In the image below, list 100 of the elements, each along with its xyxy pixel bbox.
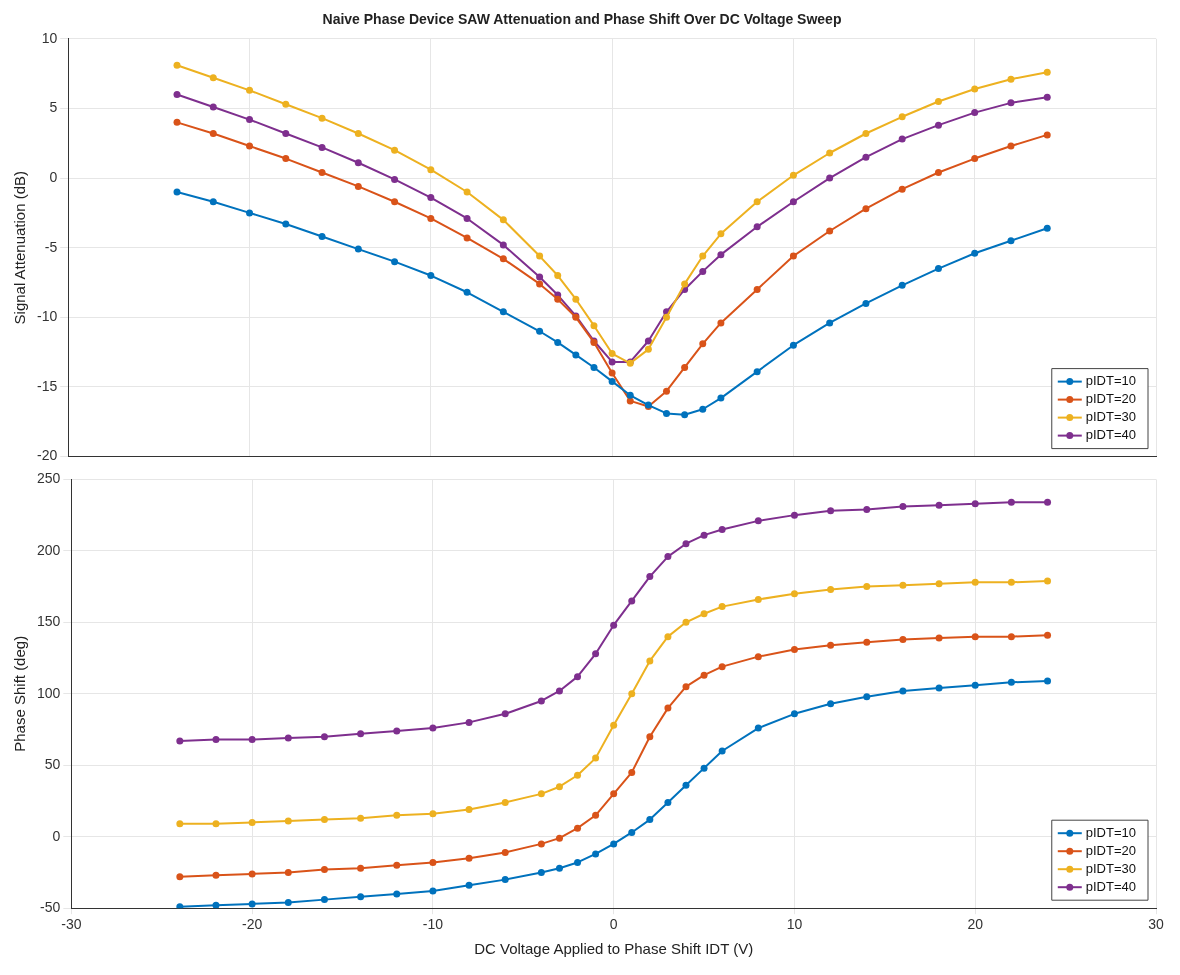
point bbox=[246, 209, 254, 217]
point bbox=[176, 873, 184, 881]
point bbox=[248, 818, 256, 826]
point bbox=[626, 391, 634, 399]
point bbox=[212, 820, 220, 828]
point bbox=[248, 736, 256, 744]
point bbox=[753, 223, 761, 231]
point bbox=[212, 901, 220, 909]
point bbox=[663, 313, 671, 321]
point bbox=[699, 252, 707, 260]
point bbox=[465, 718, 473, 726]
point bbox=[1007, 99, 1015, 107]
legend-label: pIDT=20 bbox=[1085, 842, 1137, 858]
point bbox=[1044, 577, 1052, 585]
point bbox=[465, 881, 473, 889]
point bbox=[700, 610, 708, 618]
point bbox=[465, 854, 473, 862]
point bbox=[427, 272, 435, 280]
point bbox=[682, 781, 690, 789]
point bbox=[827, 585, 835, 593]
point bbox=[699, 405, 707, 413]
point bbox=[555, 834, 563, 842]
point bbox=[537, 868, 545, 876]
point bbox=[754, 517, 762, 525]
point bbox=[320, 896, 328, 904]
legend-label: pIDT=40 bbox=[1085, 427, 1137, 443]
point bbox=[572, 351, 580, 359]
point bbox=[898, 113, 906, 121]
point bbox=[863, 583, 871, 591]
point bbox=[790, 511, 798, 519]
point bbox=[899, 581, 907, 589]
point bbox=[282, 130, 290, 137]
y-tick-label: 0 bbox=[49, 168, 58, 185]
point bbox=[318, 143, 326, 151]
point bbox=[391, 146, 399, 154]
point bbox=[754, 724, 762, 732]
point bbox=[282, 155, 290, 163]
point bbox=[681, 411, 689, 419]
point bbox=[501, 710, 509, 718]
point bbox=[554, 272, 562, 280]
point bbox=[592, 754, 600, 762]
point bbox=[354, 130, 362, 137]
legend-label: pIDT=40 bbox=[1085, 878, 1137, 894]
y-axis-title: Phase Shift (deg) bbox=[11, 635, 29, 752]
point bbox=[934, 121, 942, 129]
point bbox=[753, 198, 761, 206]
point bbox=[554, 295, 562, 303]
point bbox=[572, 295, 580, 303]
point bbox=[663, 409, 671, 417]
point bbox=[318, 233, 326, 241]
point bbox=[284, 868, 292, 876]
y-tick-label: 10 bbox=[41, 29, 58, 46]
point bbox=[646, 733, 654, 741]
point bbox=[646, 816, 654, 824]
point bbox=[427, 166, 435, 174]
point bbox=[1043, 224, 1051, 232]
point bbox=[790, 645, 798, 653]
point bbox=[789, 171, 797, 179]
point bbox=[935, 684, 943, 692]
point bbox=[592, 850, 600, 858]
point bbox=[574, 673, 582, 681]
chart-title: Naive Phase Device SAW Attenuation and Phase Shift Over DC Voltage Sweep bbox=[322, 11, 842, 28]
point bbox=[899, 687, 907, 695]
point bbox=[536, 273, 544, 281]
x-tick-label: -30 bbox=[61, 916, 82, 933]
y-tick-label: 5 bbox=[49, 99, 58, 116]
point bbox=[212, 871, 220, 879]
point bbox=[718, 525, 726, 533]
point bbox=[1007, 237, 1015, 245]
point bbox=[590, 363, 598, 371]
point bbox=[753, 368, 761, 376]
y-tick-label: -20 bbox=[37, 447, 58, 464]
point bbox=[354, 245, 362, 253]
point bbox=[590, 322, 598, 330]
point bbox=[646, 573, 654, 581]
point bbox=[717, 319, 725, 327]
point bbox=[863, 505, 871, 513]
point bbox=[827, 507, 835, 515]
point bbox=[320, 733, 328, 741]
point bbox=[357, 814, 365, 822]
point bbox=[537, 840, 545, 848]
y-tick-label: 150 bbox=[37, 613, 61, 630]
legend-label: pIDT=20 bbox=[1085, 391, 1137, 407]
point bbox=[429, 724, 437, 732]
point bbox=[717, 230, 725, 238]
x-tick-label: 30 bbox=[1148, 916, 1164, 933]
x-tick-label: -20 bbox=[242, 916, 263, 933]
point bbox=[391, 258, 399, 266]
point bbox=[610, 621, 618, 629]
point bbox=[628, 768, 636, 776]
point bbox=[682, 540, 690, 548]
x-tick-label: 0 bbox=[609, 916, 618, 933]
point bbox=[681, 280, 689, 288]
point bbox=[644, 345, 652, 353]
point bbox=[209, 74, 217, 82]
point bbox=[699, 267, 707, 275]
point bbox=[391, 175, 399, 183]
point bbox=[610, 790, 618, 798]
point bbox=[354, 159, 362, 167]
point bbox=[935, 580, 943, 588]
